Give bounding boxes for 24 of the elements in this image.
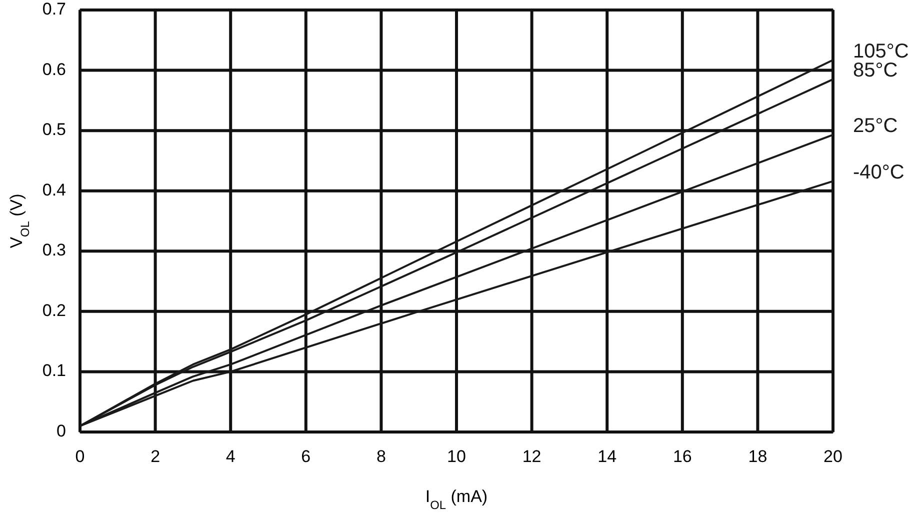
x-tick-label: 2 (150, 447, 160, 466)
x-tick-label: 14 (598, 447, 617, 466)
x-tick-label: 10 (447, 447, 466, 466)
y-tick-label: 0.1 (42, 361, 66, 380)
y-tick-label: 0.5 (42, 120, 66, 140)
x-tick-label: 6 (301, 447, 311, 466)
series-label: 25°C (853, 115, 898, 138)
y-tick-label: 0 (56, 421, 66, 440)
y-tick-label: 0.6 (42, 60, 66, 79)
y-tick-label: 0.7 (42, 0, 66, 18)
y-tick-label: 0.3 (42, 240, 66, 260)
x-tick-label: 18 (748, 447, 768, 466)
series-label: 105°C (853, 40, 909, 62)
series-label: 85°C (853, 60, 898, 82)
x-tick-label: 8 (376, 447, 386, 466)
x-tick-label: 0 (75, 447, 85, 466)
series-label: -40°C (853, 161, 904, 184)
y-tick-label: 0.2 (42, 300, 66, 320)
x-tick-label: 20 (824, 447, 842, 466)
y-tick-label: 0.4 (42, 180, 66, 200)
x-tick-label: 12 (522, 447, 542, 466)
x-tick-label: 4 (226, 447, 236, 466)
x-axis-title: I$_{OL}$ (mA) (425, 487, 488, 512)
x-tick-label: 16 (672, 447, 692, 466)
